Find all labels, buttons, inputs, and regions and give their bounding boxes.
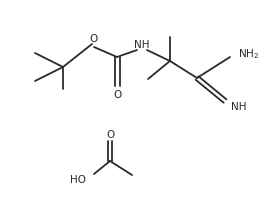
- Text: NH: NH: [231, 102, 247, 111]
- Text: O: O: [89, 34, 97, 44]
- Text: O: O: [113, 90, 121, 99]
- Text: O: O: [106, 129, 114, 139]
- Text: HO: HO: [70, 174, 86, 184]
- Text: NH$_2$: NH$_2$: [238, 47, 259, 61]
- Text: NH: NH: [134, 40, 150, 50]
